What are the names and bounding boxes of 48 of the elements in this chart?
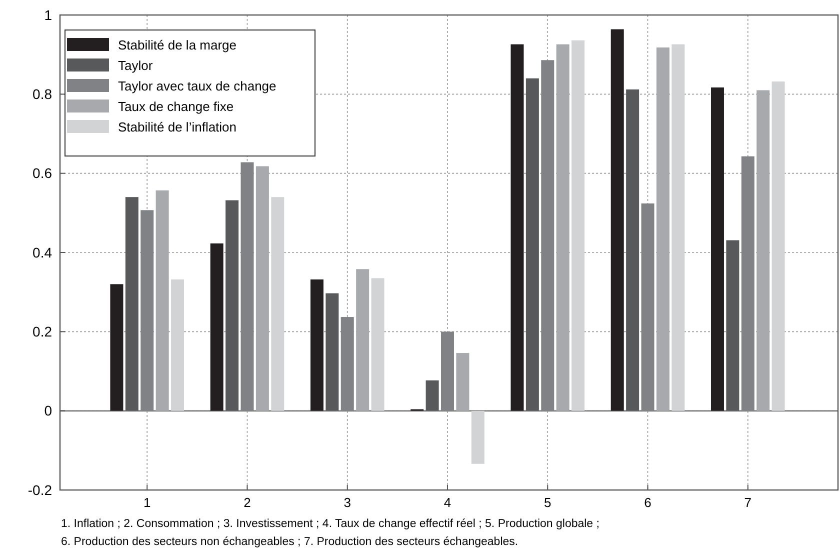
legend-label: Stabilité de la marge: [118, 38, 237, 53]
bar: [556, 44, 570, 411]
y-tick-label: 0.4: [32, 244, 52, 260]
bar: [110, 284, 124, 411]
bar: [656, 47, 670, 411]
bar: [572, 40, 585, 411]
legend-label: Taylor avec taux de change: [118, 78, 276, 94]
y-tick-label: 0.6: [32, 165, 52, 182]
bar: [772, 82, 785, 411]
x-tick-label: 7: [744, 495, 752, 510]
bar: [310, 279, 324, 411]
y-tick-label: 0.8: [32, 86, 52, 102]
text: 1. Inflation ; 2. Consommation ; 3. Investissement ; 4. Taux de change effectif réel ; 5. Production globale ;: [61, 518, 600, 530]
bar: [356, 269, 370, 411]
x-tick-label: 3: [344, 495, 351, 510]
y-tick-label: 0.2: [32, 324, 52, 340]
bar: [371, 278, 384, 411]
bar: [672, 44, 685, 411]
bar: [471, 410, 484, 464]
text: 6. Production des secteurs non échangeables ; 7. Production des secteurs échangeables.: [61, 536, 518, 548]
legend-label: Stabilité de l’inflation: [118, 120, 237, 135]
x-tick-label: 2: [244, 495, 251, 510]
bar: [710, 87, 724, 411]
legend-label: Taylor: [118, 58, 154, 74]
bar: [271, 197, 284, 411]
bar: [125, 197, 138, 411]
y-tick-label: 0: [44, 402, 52, 419]
y-tick-label: -0.2: [28, 482, 52, 498]
bar: [156, 190, 169, 411]
legend-label: Taux de change fixe: [118, 99, 234, 114]
bar: [226, 200, 239, 411]
x-tick-label: 1: [143, 495, 151, 510]
bar: [610, 29, 624, 411]
bar: [626, 89, 640, 411]
bar: [726, 240, 740, 411]
y-tick-label: 1: [44, 6, 52, 23]
bar: [171, 279, 184, 411]
bar: [426, 380, 439, 411]
bar: [526, 78, 539, 411]
x-tick-label: 6: [644, 495, 652, 510]
bar: [256, 166, 269, 411]
bar: [756, 90, 770, 411]
bar: [456, 353, 470, 411]
bar: [210, 243, 224, 411]
bar: [326, 293, 339, 411]
bar: [510, 44, 524, 411]
x-tick-label: 4: [444, 495, 452, 510]
x-tick-label: 5: [544, 495, 552, 510]
